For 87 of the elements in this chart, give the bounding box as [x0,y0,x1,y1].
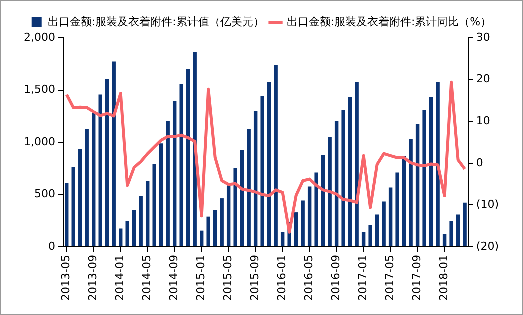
x-tick-label: 2016-01 [276,255,289,302]
legend-label: 出口金额:服装及衣着附件:累计同比（%） [286,15,492,28]
x-tick-label: 2014-09 [168,255,181,302]
bar [260,96,264,247]
bar [234,168,238,247]
bar [152,164,156,247]
y2-tick-label: 30 [476,30,490,44]
y2-tick-label: 10 [476,114,490,128]
bar [119,228,123,247]
bar [240,150,244,247]
bar [186,69,190,247]
bar [280,232,285,247]
x-tick-label: 2016-05 [302,255,316,302]
bar [139,196,143,247]
x-tick-label: 2014-05 [140,255,154,302]
bar [422,110,426,247]
y2-tick-label: 0 [476,156,484,170]
bar [65,183,69,247]
x-tick-label: 2015-05 [222,255,235,302]
bar [409,139,413,247]
bar [355,82,359,247]
bar [98,94,102,247]
bar [314,172,318,247]
bar [72,167,76,247]
bar [200,230,204,247]
bar [342,110,346,247]
bar [442,234,447,247]
x-tick-label: 2015-01 [194,255,208,302]
y-tick-label: 0 [48,240,56,253]
bar [226,186,231,247]
bar [362,232,366,247]
legend-label: 出口金额:服装及衣着附件:累计值（亿美元） [48,15,264,28]
x-tick-label: 2015-09 [248,255,262,302]
bar [254,111,258,247]
bar [172,102,177,247]
bar [375,214,380,247]
bar [308,186,312,247]
bar [213,210,218,247]
bar [92,113,96,247]
y2-tick-label: 20 [476,72,490,86]
y-tick-label: 1,000 [24,135,56,148]
bar [85,129,89,247]
bar [402,156,406,247]
bar [159,144,164,247]
bar [328,137,332,247]
bar [274,64,278,247]
x-tick-label: 2016-09 [330,255,343,302]
y2-tick-label: (20) [476,240,500,253]
y-tick-label: 500 [34,188,56,201]
bar [396,172,400,247]
bar [382,202,386,247]
bar [388,188,393,247]
bar [334,120,339,247]
x-tick-label: 2018-01 [438,255,451,302]
y2-tick-label: (10) [476,198,500,212]
bar [456,214,460,247]
bar [301,200,305,247]
x-tick-label: 2013-05 [60,255,73,302]
bar [78,149,82,247]
bar [436,82,440,247]
bar [193,52,197,247]
y-tick-label: 2,000 [24,30,56,44]
bar [463,202,467,247]
bar [450,221,454,247]
bar [112,62,116,247]
bar [321,155,326,247]
bar [247,130,251,247]
x-tick-label: 2017-09 [410,255,424,302]
bar [180,84,184,247]
bar [348,97,352,247]
bar [132,210,136,247]
bar [220,198,224,247]
bar [429,97,434,247]
bar [267,82,272,247]
x-tick-label: 2013-09 [86,255,100,302]
bar [206,216,210,247]
bar [294,212,298,247]
y-tick-label: 1,500 [24,83,56,96]
x-tick-label: 2017-01 [356,255,370,302]
bar [106,78,110,247]
bar [416,124,420,247]
x-tick-label: 2017-05 [384,255,397,302]
x-tick-label: 2014-01 [114,255,127,302]
bar [146,181,150,247]
bar [368,226,372,247]
bar [166,120,170,247]
bar [126,221,130,247]
